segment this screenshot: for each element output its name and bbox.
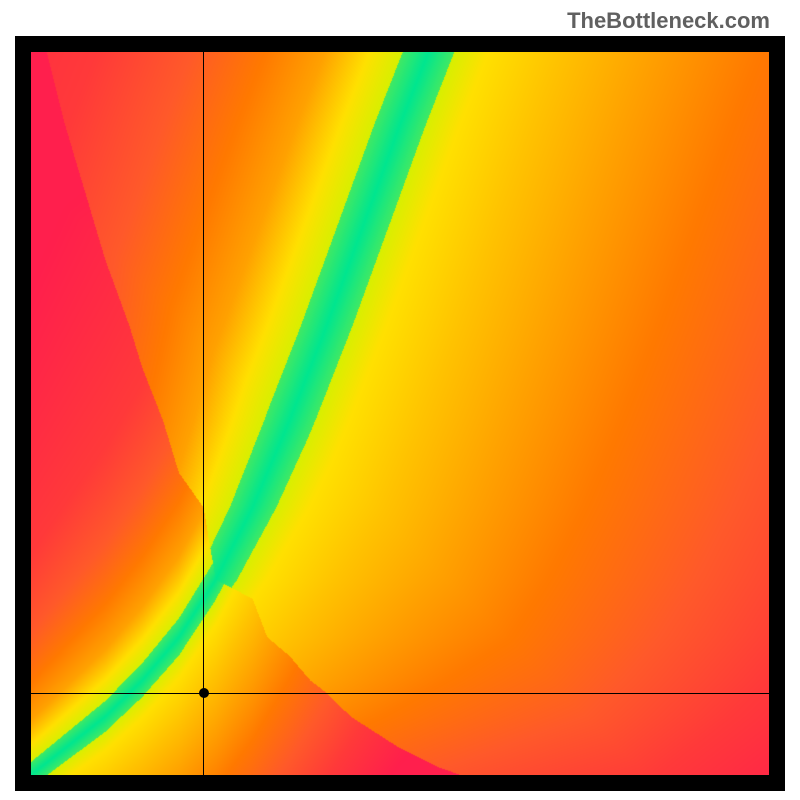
- crosshair-vertical: [203, 52, 204, 775]
- heatmap-plot-area: [31, 52, 769, 775]
- bottleneck-heatmap: [31, 52, 769, 775]
- watermark-text: TheBottleneck.com: [567, 8, 770, 34]
- marker-dot: [199, 688, 209, 698]
- crosshair-horizontal: [31, 693, 769, 694]
- chart-frame: [15, 36, 785, 791]
